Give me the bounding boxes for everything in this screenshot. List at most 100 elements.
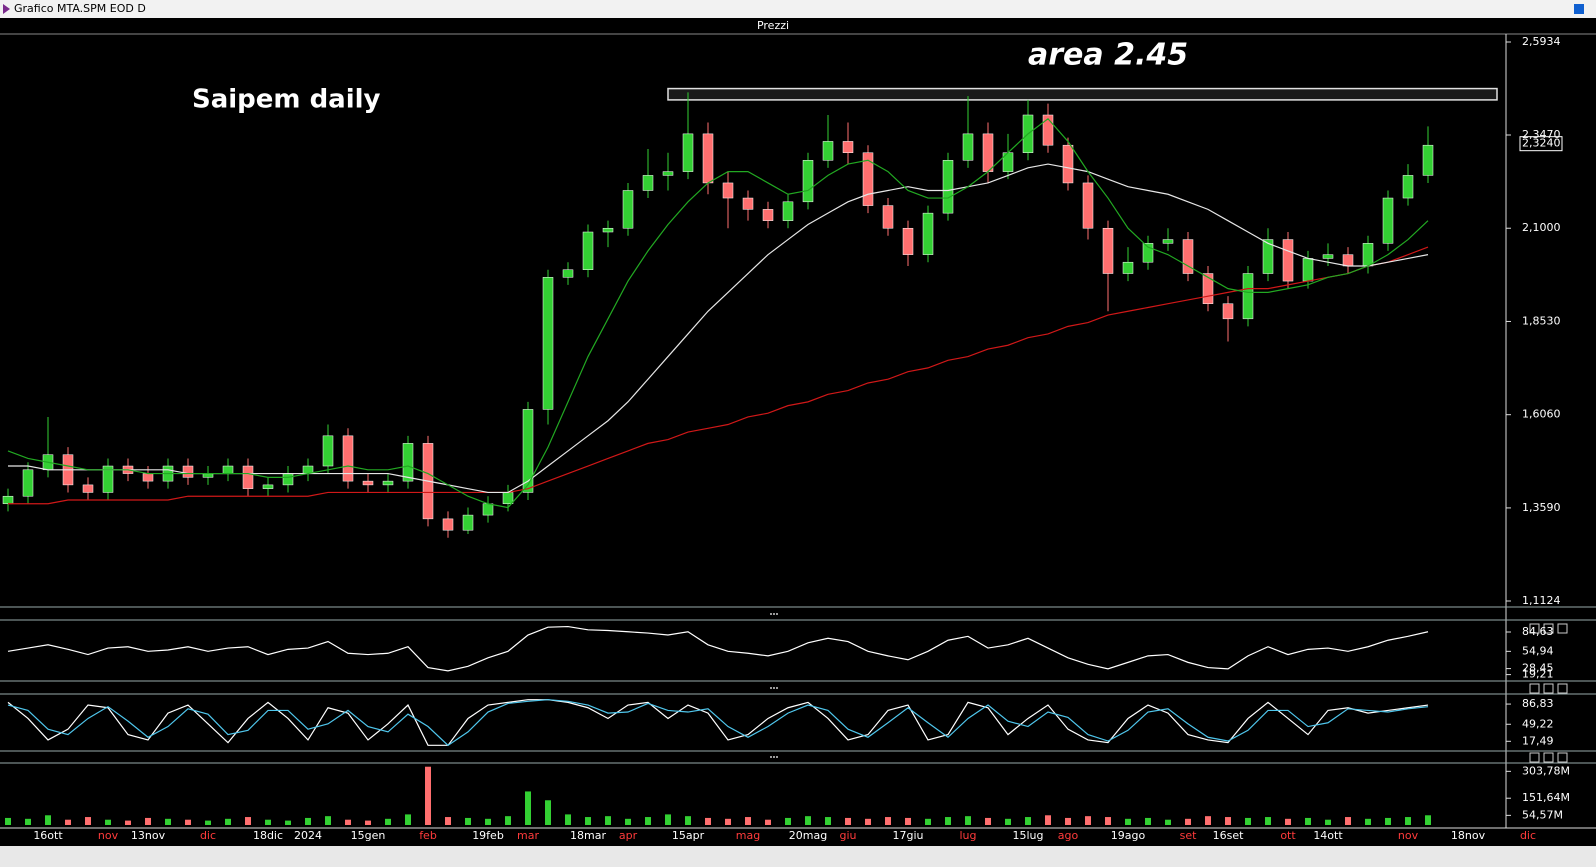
volume-bar — [745, 817, 751, 825]
candle-body — [562, 269, 574, 278]
panel-button[interactable] — [1557, 752, 1568, 763]
candle-body — [542, 277, 554, 410]
panel-button[interactable] — [1529, 683, 1540, 694]
grip[interactable] — [770, 756, 772, 758]
panel-button[interactable] — [1543, 752, 1554, 763]
candle-body — [882, 205, 894, 229]
volume-bar — [645, 817, 651, 825]
x-tick-label: 16set — [1213, 829, 1244, 842]
indicator-line — [7, 699, 1429, 746]
candle-body — [1422, 144, 1434, 176]
volume-bar — [1425, 815, 1431, 825]
volume-bar — [1125, 818, 1131, 825]
volume-bar — [545, 800, 551, 825]
volume-bar — [365, 820, 371, 825]
annotation: area 2.45 — [1028, 38, 1188, 73]
volume-bar — [665, 814, 671, 825]
volume-bar — [225, 818, 231, 825]
volume-bar — [1105, 817, 1111, 825]
volume-bar — [5, 817, 11, 825]
panel-button[interactable] — [1529, 623, 1540, 634]
volume-bar — [985, 817, 991, 825]
panel-button[interactable] — [1543, 623, 1554, 634]
grip[interactable] — [776, 756, 778, 758]
candle-body — [702, 133, 714, 184]
volume-bar — [1005, 818, 1011, 825]
panel-button[interactable] — [1557, 683, 1568, 694]
candle-body — [182, 465, 194, 478]
candle-body — [382, 480, 394, 486]
candle-body — [942, 160, 954, 214]
x-tick-label: 19feb — [472, 829, 504, 842]
window-title: Grafico MTA.SPM EOD D — [14, 2, 146, 15]
volume-bar — [905, 817, 911, 825]
x-tick-label: 13nov — [131, 829, 166, 842]
candle-body — [1362, 243, 1374, 267]
x-tick-label: 2024 — [294, 829, 322, 842]
x-tick-label: dic — [200, 829, 216, 842]
volume-bar — [265, 819, 271, 825]
volume-bar — [825, 817, 831, 825]
volume-bar — [205, 820, 211, 825]
candle-body — [142, 473, 154, 482]
x-tick-label: nov — [98, 829, 119, 842]
window-button[interactable] — [1574, 4, 1584, 14]
y-tick-label: 54,94 — [1522, 644, 1554, 657]
volume-bar — [385, 818, 391, 825]
volume-bar — [65, 819, 71, 825]
x-tick-label: 15apr — [672, 829, 705, 842]
x-tick-label: 18mar — [570, 829, 606, 842]
volume-bar — [765, 819, 771, 825]
grip[interactable] — [776, 687, 778, 689]
candle-body — [242, 465, 254, 489]
volume-bar — [1285, 818, 1291, 825]
volume-bar — [1145, 817, 1151, 825]
panel-button[interactable] — [1557, 623, 1568, 634]
y-tick-label: 2,5934 — [1522, 35, 1561, 48]
candle-body — [642, 175, 654, 191]
y-tick-label: 19,21 — [1522, 668, 1554, 681]
candle-body — [1062, 144, 1074, 184]
volume-bar — [1265, 817, 1271, 825]
candle-body — [402, 443, 414, 482]
candle-body — [842, 141, 854, 153]
volume-bar — [1385, 817, 1391, 825]
candle-body — [762, 209, 774, 221]
candle-body — [922, 212, 934, 255]
x-tick-label: 19ago — [1111, 829, 1146, 842]
candle-body — [322, 435, 334, 467]
last-price-label: 2,3240 — [1522, 137, 1561, 150]
candle-body — [222, 465, 234, 474]
volume-bar — [565, 814, 571, 825]
grip[interactable] — [770, 613, 772, 615]
volume-bar — [1325, 819, 1331, 825]
candle-body — [1182, 239, 1194, 274]
volume-bar — [85, 817, 91, 825]
grip[interactable] — [773, 687, 775, 689]
x-tick-label: 16ott — [33, 829, 63, 842]
x-tick-label: 18nov — [1451, 829, 1486, 842]
volume-bar — [285, 820, 291, 825]
panel-button[interactable] — [1529, 752, 1540, 763]
volume-bar — [125, 820, 131, 825]
x-tick-label: lug — [959, 829, 976, 842]
y-tick-label: 86,83 — [1522, 697, 1554, 710]
x-tick-label: 15gen — [351, 829, 386, 842]
grip[interactable] — [773, 613, 775, 615]
grip[interactable] — [773, 756, 775, 758]
candle-body — [662, 171, 674, 176]
candle-body — [1042, 114, 1054, 146]
candle-body — [282, 473, 294, 486]
candle-body — [742, 197, 754, 210]
y-tick-label: 17,49 — [1522, 734, 1554, 747]
volume-bar — [165, 818, 171, 825]
moving-average — [8, 163, 1429, 494]
volume-bar — [525, 791, 531, 825]
grip[interactable] — [776, 613, 778, 615]
candle-body — [802, 160, 814, 203]
x-tick-label: nov — [1398, 829, 1419, 842]
grip[interactable] — [770, 687, 772, 689]
candle-body — [862, 152, 874, 206]
panel-button[interactable] — [1543, 683, 1554, 694]
candle-body — [102, 465, 114, 493]
